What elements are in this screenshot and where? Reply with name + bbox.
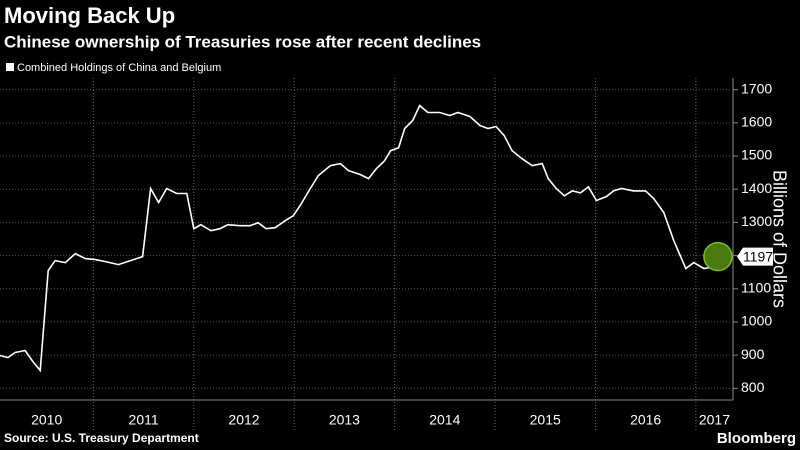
y-tick-label: 1600 [741,114,772,130]
x-tick-label: 2013 [329,412,360,428]
legend-swatch [6,63,14,71]
chart-subtitle: Chinese ownership of Treasuries rose aft… [4,32,481,51]
y-tick-label: 1700 [741,80,772,96]
x-tick-label: 2010 [31,412,62,428]
x-tick-label: 2016 [630,412,661,428]
y-tick-label: 1500 [741,147,772,163]
x-tick-label: 2015 [530,412,561,428]
y-tick-label: 800 [741,379,765,395]
y-tick-label: 900 [741,346,765,362]
value-label: 1197 [743,248,773,264]
x-tick-label: 2014 [429,412,460,428]
y-tick-label: 1300 [741,213,772,229]
y-tick-label: 1000 [741,313,772,329]
x-tick-label: 2012 [228,412,259,428]
value-callout [737,247,773,266]
chart-title: Moving Back Up [4,3,175,28]
y-axis-label: Billions of Dollars [769,170,789,308]
source: Source: U.S. Treasury Department [4,431,199,445]
x-tick-label: 2011 [129,412,159,428]
y-tick-label: 1100 [741,279,771,295]
last-point-marker [703,241,733,272]
line [0,104,719,373]
x-tick-label: 2017 [699,412,730,428]
legend-label: Combined Holdings of China and Belgium [17,62,221,74]
brand: Bloomberg [717,430,796,447]
y-tick-label: 1400 [741,180,772,196]
